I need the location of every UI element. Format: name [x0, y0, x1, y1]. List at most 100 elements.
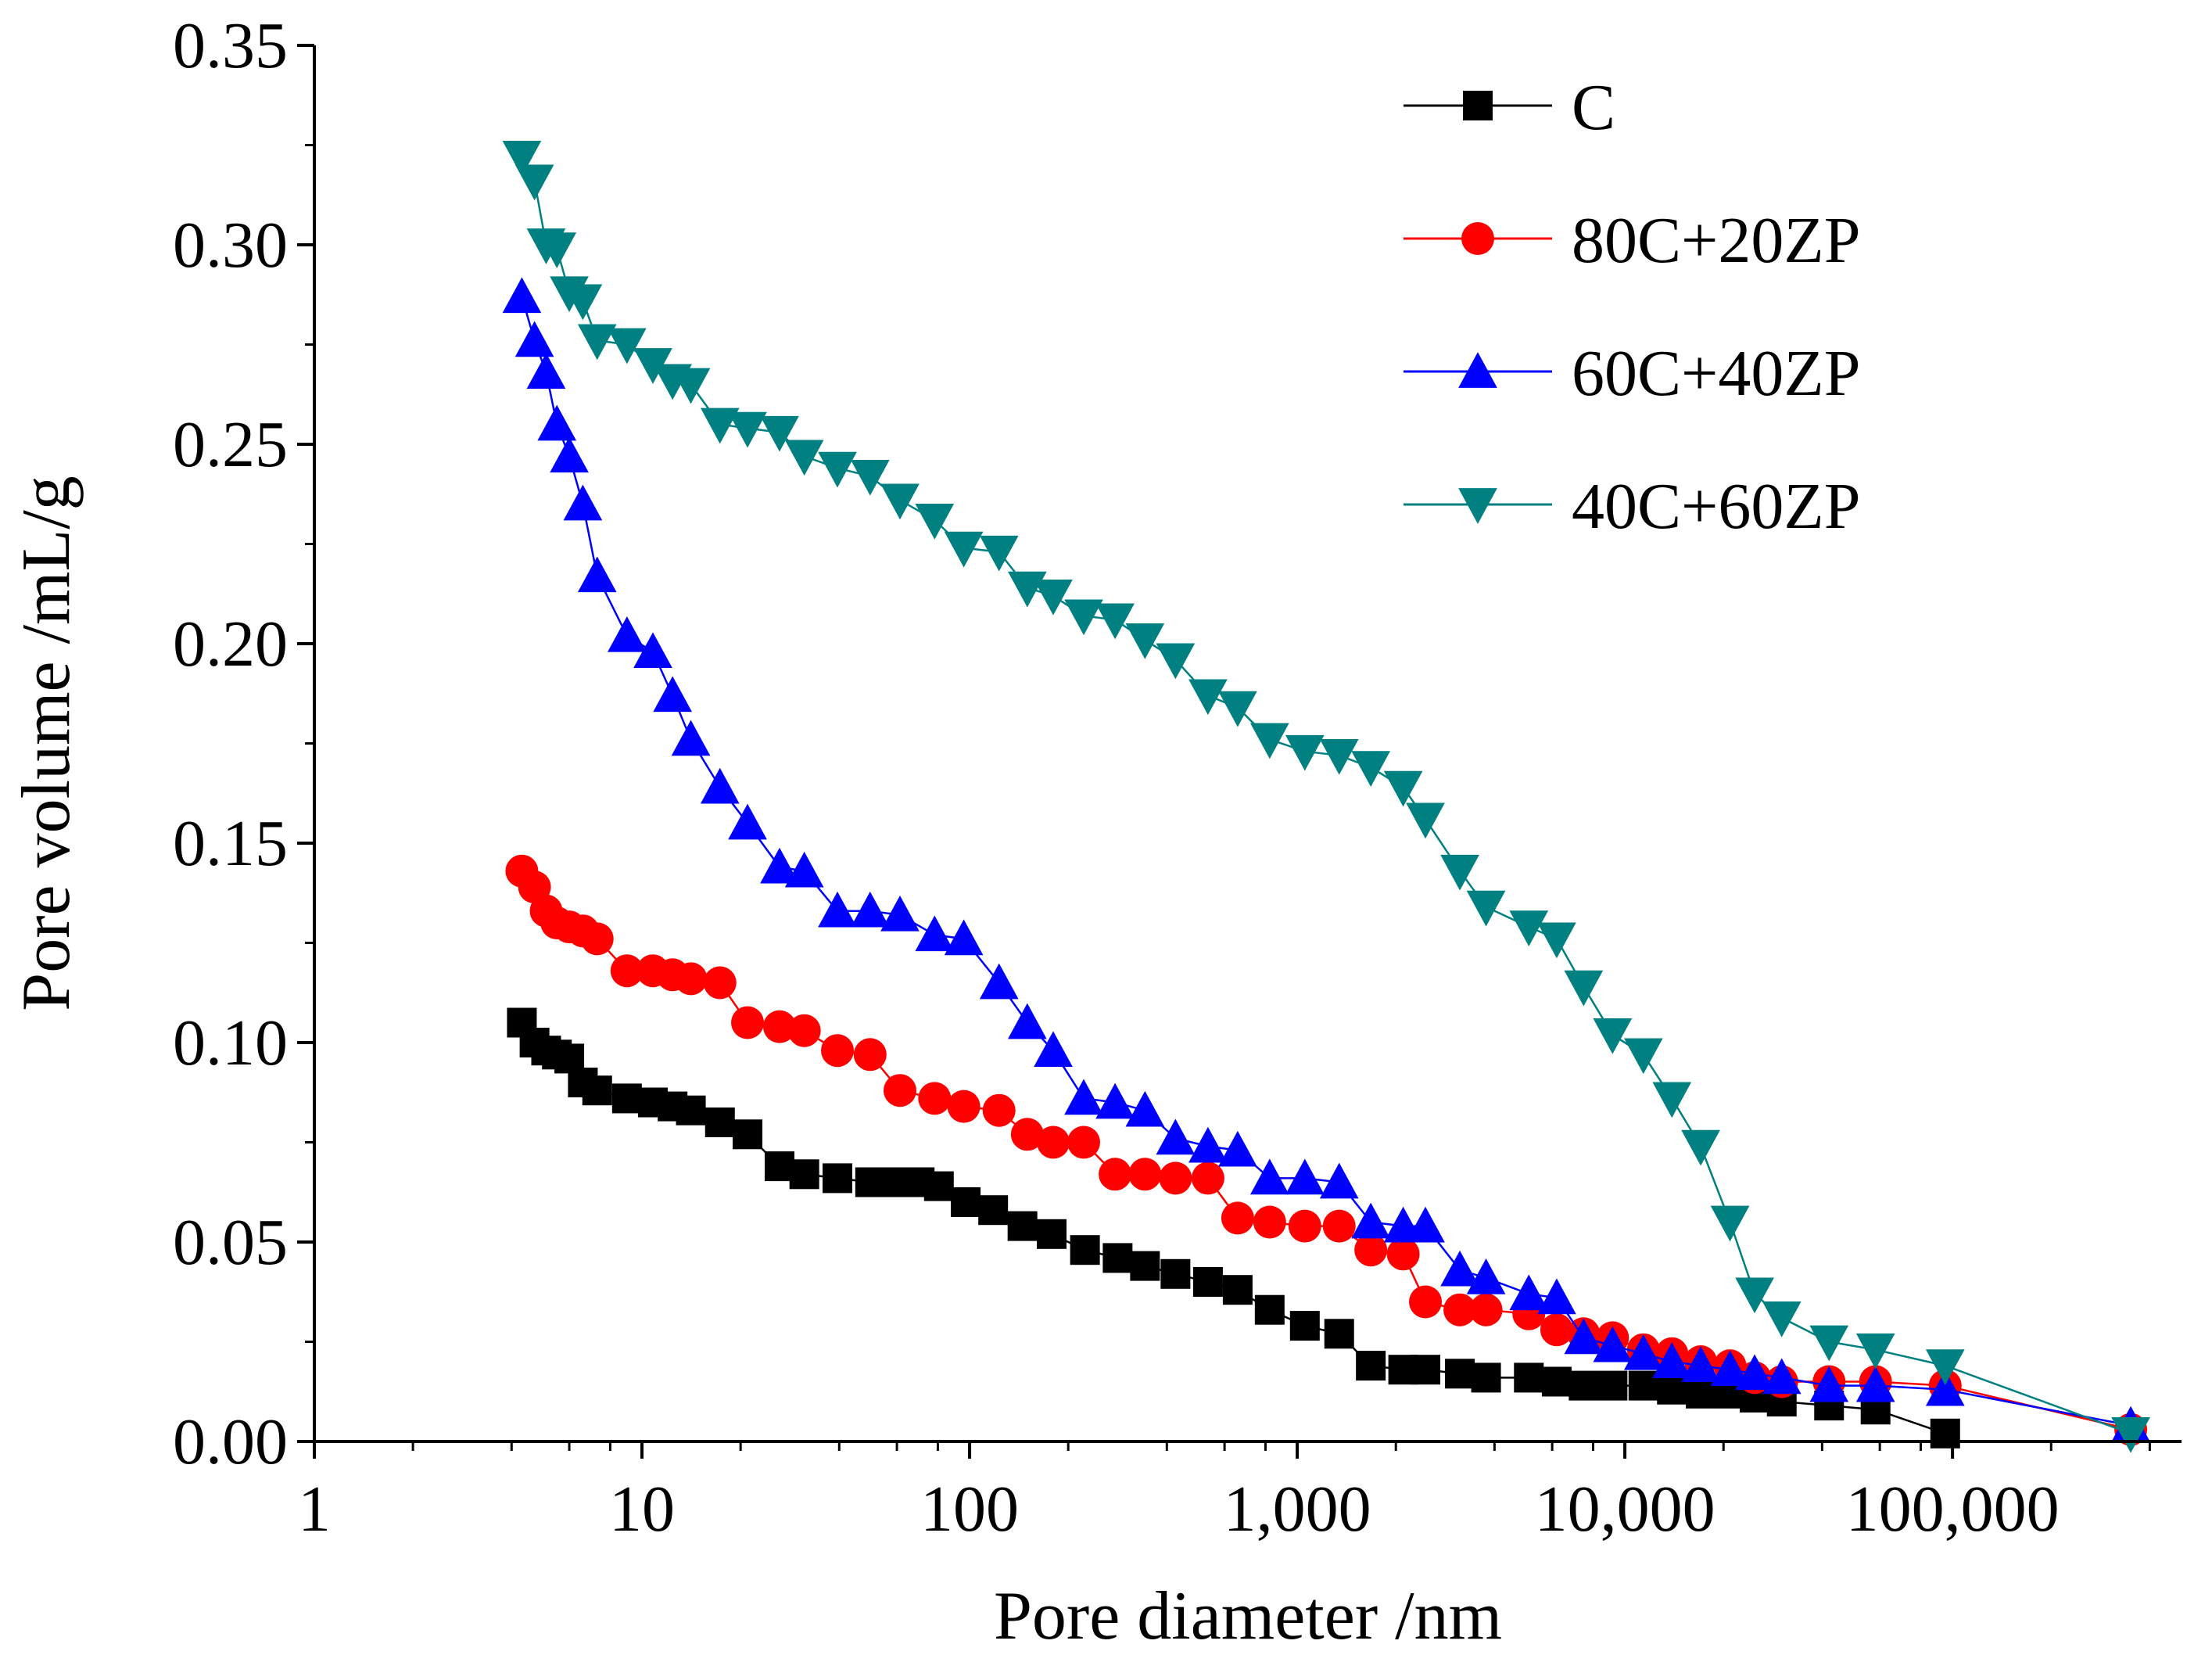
data-point [1253, 1205, 1286, 1239]
data-point [880, 895, 920, 932]
data-point [1125, 623, 1165, 659]
data-point [1406, 802, 1445, 839]
data-point [1762, 1301, 1802, 1337]
data-point [580, 922, 614, 956]
data-point [563, 284, 603, 321]
data-point [1471, 1362, 1501, 1393]
data-point [918, 1082, 952, 1115]
data-point [1597, 1370, 1628, 1401]
data-point [1128, 1158, 1162, 1191]
data-point [1007, 1211, 1038, 1241]
data-point [1469, 1293, 1503, 1327]
data-point [1356, 1351, 1386, 1381]
data-point [789, 1159, 819, 1190]
legend-marker [1458, 352, 1497, 388]
data-point [526, 353, 566, 390]
x-tick-label: 10,000 [1535, 1473, 1715, 1546]
data-point [1319, 738, 1359, 775]
data-point [1509, 910, 1549, 946]
data-point [1156, 1118, 1196, 1155]
data-point [1710, 1205, 1750, 1242]
data-point [1514, 1362, 1544, 1393]
data-point [1095, 603, 1135, 640]
data-point [818, 451, 857, 488]
data-point [700, 767, 740, 804]
data-point [537, 404, 577, 441]
data-point [550, 436, 589, 473]
data-point [1564, 1318, 1604, 1355]
tick-labels: 0.00 0.05 0.10 0.15 0.20 0.25 0.30 0.35 1 10 100 1,… [173, 9, 2060, 1546]
data-point [633, 348, 672, 384]
data-point [947, 1090, 981, 1123]
data-point [1351, 1202, 1391, 1239]
data-point [671, 368, 711, 404]
data-point [607, 328, 647, 364]
data-point [1681, 1346, 1720, 1382]
axes [313, 45, 2182, 1443]
axis-ticks [297, 44, 2151, 1459]
data-point [1007, 1003, 1047, 1039]
y-tick-label: 0.10 [173, 1007, 288, 1079]
data-point [1010, 1118, 1044, 1151]
data-point [1537, 1278, 1576, 1315]
legend-label: C [1572, 71, 1615, 144]
data-point [563, 484, 603, 521]
data-point [1652, 1082, 1692, 1118]
data-point [784, 440, 824, 476]
data-point [1222, 1275, 1253, 1305]
data-point [1159, 1161, 1192, 1195]
data-point [704, 1108, 735, 1137]
data-point [1064, 1079, 1103, 1115]
data-point [764, 1151, 794, 1182]
data-point [1383, 770, 1423, 807]
data-point [733, 1119, 763, 1150]
data-point [923, 1171, 954, 1201]
data-point [1406, 1206, 1445, 1243]
data-point [674, 962, 708, 996]
data-point [1445, 1359, 1475, 1389]
data-point [760, 415, 799, 452]
y-tick-label: 0.15 [173, 807, 288, 880]
data-point [1156, 643, 1196, 680]
y-tick-label: 0.25 [173, 408, 288, 481]
data-point [1324, 1319, 1354, 1349]
data-point [915, 915, 955, 952]
data-point [1925, 1370, 1965, 1406]
legend-marker [1461, 222, 1494, 255]
data-point [883, 1074, 916, 1108]
data-point [671, 720, 711, 756]
data-point [502, 277, 542, 314]
data-point [728, 411, 767, 448]
data-point [850, 459, 890, 496]
series-3 [502, 140, 2150, 1453]
data-point [1686, 1378, 1716, 1409]
data-point [853, 1038, 887, 1072]
data-point [818, 891, 857, 928]
data-point [915, 504, 955, 540]
data-point [1192, 1267, 1223, 1297]
series-layer [502, 140, 2150, 1453]
x-axis-title: Pore diameter /nm [994, 1578, 1502, 1654]
data-point [1067, 1125, 1100, 1159]
data-point [653, 676, 693, 713]
data-point [1411, 1355, 1441, 1385]
data-point [633, 632, 672, 669]
data-point [731, 1006, 765, 1039]
legend-marker [1458, 488, 1497, 524]
data-point [1593, 1018, 1633, 1054]
data-point [1218, 1130, 1257, 1167]
data-point [607, 616, 647, 652]
data-point [1254, 1294, 1285, 1325]
data-point [1037, 1125, 1070, 1159]
data-point [1034, 579, 1073, 616]
data-point [1593, 1326, 1633, 1362]
data-point [1285, 734, 1325, 771]
y-axis-title: Pore volume /mL/g [9, 476, 84, 1011]
data-point [577, 324, 617, 361]
data-point [1541, 1366, 1572, 1397]
data-point [1466, 890, 1506, 927]
data-point [700, 407, 740, 444]
data-point [1466, 1258, 1506, 1294]
y-tick-label: 0.20 [173, 608, 288, 680]
